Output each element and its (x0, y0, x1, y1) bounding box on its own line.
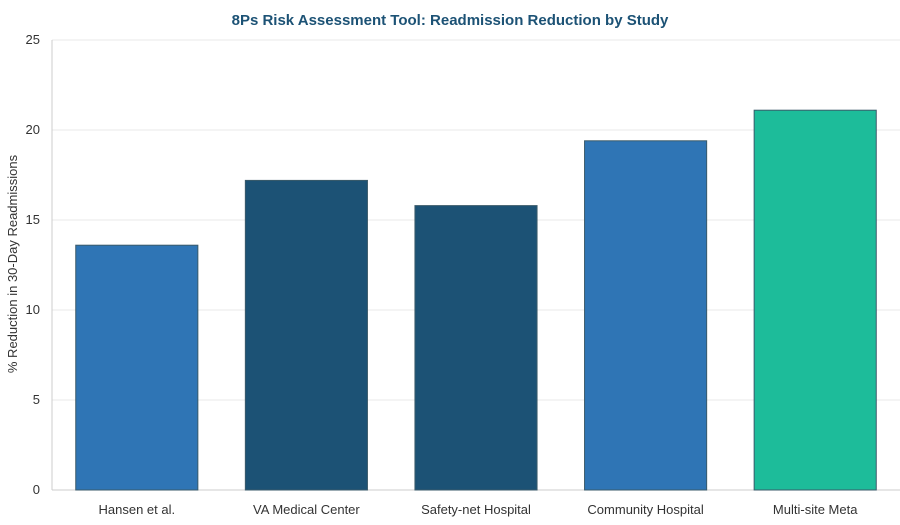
chart-title: 8Ps Risk Assessment Tool: Readmission Re… (232, 12, 669, 29)
bar (75, 244, 199, 491)
bar (753, 109, 877, 491)
bars (75, 109, 877, 491)
y-tick-label: 5 (33, 392, 40, 407)
bar (414, 205, 538, 491)
bar (584, 140, 708, 491)
x-tick-label: Safety-net Hospital(2021) (421, 502, 531, 520)
x-tick-label: VA Medical Center(2019) (253, 502, 360, 520)
y-tick-label: 0 (33, 482, 40, 497)
x-tick-label: Hansen et al.(2013, BOOST) (92, 502, 182, 520)
y-tick-label: 20 (26, 122, 40, 137)
y-tick-label: 10 (26, 302, 40, 317)
y-axis-label: % Reduction in 30-Day Readmissions (5, 154, 20, 373)
x-tick-label: Community Hospital(2022) (587, 502, 703, 520)
y-tick-label: 25 (26, 32, 40, 47)
x-tick-label: Multi-site Meta(2024) (773, 502, 858, 520)
y-tick-label: 15 (26, 212, 40, 227)
bar (244, 179, 368, 491)
